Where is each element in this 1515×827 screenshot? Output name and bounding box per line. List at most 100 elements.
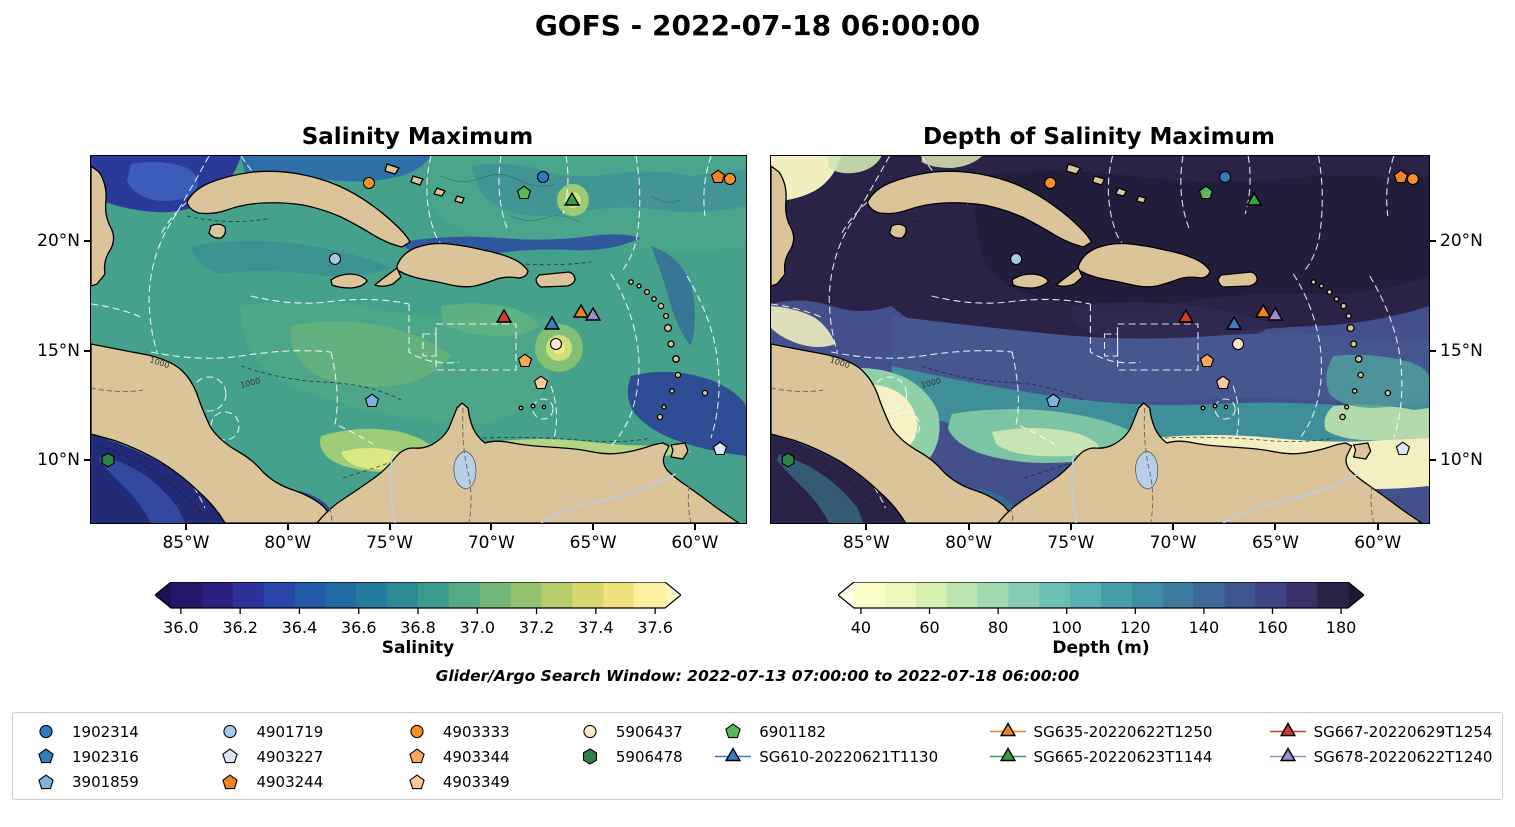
legend-column: 4903333 4903344 4903349 [398,719,571,795]
marker-4901719 [1010,252,1023,266]
float-marker-swatch [725,723,741,739]
marker-6901182 [516,185,532,200]
marker-SG635-20220622T1250 [572,303,590,318]
marker-3901859 [364,393,380,408]
x-tick-label: 65°W [1251,533,1299,553]
x-tick-label: 60°W [1354,533,1402,553]
marker-4903227 [712,441,728,456]
marker-SG635-20220622T1250 [999,722,1016,737]
y-tick-label: 10°N [1440,449,1483,470]
marker-SG678-20220622T1240 [1267,306,1284,321]
search-window-caption: Glider/Argo Search Window: 2022-07-13 07… [435,667,1080,685]
legend-item-4903349: 4903349 [398,770,571,795]
y-tick-mark [1429,349,1436,352]
cbar-right-svg [837,581,1365,614]
marker-SG667-20220629T1254 [1177,308,1195,323]
y-tick-label: 20°N [37,230,80,251]
legend-label: 1902314 [72,722,139,741]
legend-column: 5906437 5906478 [571,719,714,770]
marker-4903344 [1199,353,1215,368]
float-marker-swatch [583,725,597,739]
legend-column: SG667-20220629T1254 SG678-20220622T1240 [1269,719,1498,770]
y-tick-mark [1429,239,1436,242]
marker-4903333 [723,172,737,186]
marker-3901859 [38,774,54,789]
marker-SG665-20220623T1144 [999,747,1016,762]
float-marker-swatch [222,774,239,789]
glider-track-swatch [989,747,1026,762]
legend-label: 3901859 [72,773,139,792]
marker-SG667-20220629T1254 [1279,722,1296,737]
legend-label: 4901719 [256,722,324,741]
x-tick-mark [286,523,289,530]
marker-5906437 [583,725,597,739]
colorbar-tick-label: 37.2 [518,618,555,637]
legend-item-5906437: 5906437 [571,719,714,744]
y-tick-label: 20°N [1440,230,1483,251]
marker-5906437 [549,337,563,351]
legend-item-SG635-20220622T1250: SG635-20220622T1250 [989,719,1269,744]
marker-1902314 [39,725,53,739]
legend-item-1902314: 1902314 [27,719,211,744]
x-tick-label: 75°W [366,533,414,553]
colorbar-tick-label: 120 [1120,618,1151,637]
colorbar-tick-label: 140 [1188,618,1220,637]
marker-4903349 [409,774,425,789]
legend-label: 4903333 [442,722,510,741]
colorbar-tick-label: 160 [1257,618,1288,637]
float-marker-swatch [39,725,53,739]
legend-label: 4903244 [256,773,324,792]
colorbar-tick-label: 37.4 [578,618,614,637]
glider-track-swatch [715,747,752,762]
colorbar-tick-label: 36.4 [281,618,318,637]
marker-4903244 [710,169,726,184]
marker-3901859 [1046,393,1061,408]
marker-4901719 [223,725,238,739]
marker-SG610-20220621T1130 [543,315,561,330]
colorbar-tick-label: 36.0 [163,618,199,637]
y-tick-mark [84,458,91,461]
marker-4903333 [362,176,376,190]
legend-label: SG667-20220629T1254 [1313,722,1493,741]
depth-of-salinity-maximum-map: 85°W 80°W 75°W 70°W 65°W 60°W 20°N 15°N 10°N [770,155,1483,553]
marker-4903349 [533,375,549,390]
marker-4903227 [222,748,239,764]
depth-colorbar: Depth (m) 40 60 80 100 120 140 160 180 [837,581,1365,662]
legend-item-4903344: 4903344 [398,744,571,769]
depth-map-svg [771,156,1429,523]
figure-title: GOFS - 2022-07-18 06:00:00 [534,9,981,42]
legend-label: 6901182 [759,722,827,741]
colorbar-tick-label: 36.8 [400,618,436,637]
legend-item-4903333: 4903333 [398,719,571,744]
glider-track-swatch [1269,747,1306,762]
marker-5906437 [1232,337,1245,351]
legend-column: 6901182 SG610-20220621T1130 [714,719,988,770]
legend-label: 4903344 [442,747,510,766]
x-tick-mark [693,523,696,530]
legend-label: 1902316 [72,747,139,766]
marker-1902314 [536,170,550,184]
marker-5906478 [781,452,795,468]
float-marker-swatch [38,774,54,789]
float-marker-swatch [409,748,425,764]
y-tick-mark [1429,458,1436,461]
legend-item-4903244: 4903244 [211,770,397,795]
marker-5906478 [101,452,115,468]
x-tick-mark [490,523,493,530]
legend-column: 1902314 1902316 3901859 [27,719,211,795]
marker-SG635-20220622T1250 [1255,303,1272,318]
marker-4903344 [409,748,425,764]
legend-item-SG667-20220629T1254: SG667-20220629T1254 [1269,719,1498,744]
salinity-colorbar-label: Salinity [381,638,455,658]
marker-4903344 [517,353,533,368]
marker-4903244 [1393,169,1409,184]
marker-4903227 [1395,441,1411,456]
legend-label: 5906478 [615,747,683,766]
marker-SG610-20220621T1130 [1225,315,1243,330]
float-marker-swatch [410,725,424,739]
colorbar-tick-label: 37.0 [459,618,496,637]
salinity-map-svg: 1000 1000 [91,156,746,523]
x-tick-mark [1274,523,1277,530]
marker-SG678-20220622T1240 [584,306,602,321]
